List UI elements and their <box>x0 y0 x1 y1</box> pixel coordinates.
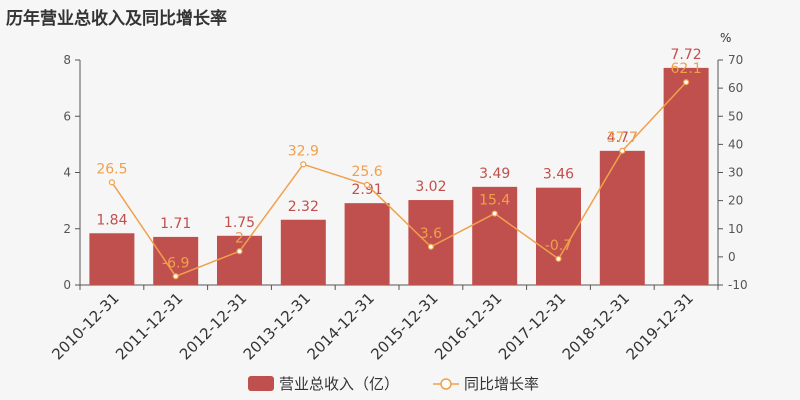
legend-line-label: 同比增长率 <box>464 375 539 393</box>
y-right-unit-label: % <box>720 31 731 45</box>
y-left-tick-label: 6 <box>63 109 71 123</box>
y-right-tick-label: -10 <box>728 278 748 292</box>
legend-bar-swatch <box>248 376 274 391</box>
bar-value-label: 1.75 <box>224 215 255 231</box>
y-left-tick-label: 8 <box>63 53 71 67</box>
bar <box>408 200 454 285</box>
growth-point <box>108 179 116 186</box>
y-left-tick-label: 0 <box>63 278 71 292</box>
growth-point <box>619 147 626 154</box>
growth-point <box>427 243 434 250</box>
growth-point <box>300 161 307 168</box>
bar-value-label: 2.32 <box>288 199 319 215</box>
bar-value-label: 1.71 <box>160 216 191 232</box>
bar-value-label: 2.91 <box>352 182 383 198</box>
growth-line <box>111 81 687 278</box>
growth-point <box>555 255 562 262</box>
growth-value-label: -0.7 <box>545 238 572 254</box>
bar-value-label: 1.84 <box>96 212 127 228</box>
bar <box>89 233 135 285</box>
bar <box>472 186 518 285</box>
bar <box>536 187 581 285</box>
bar-value-label: 7.72 <box>671 47 702 63</box>
growth-point <box>682 79 690 86</box>
bar-value-label: 3.02 <box>415 179 446 195</box>
x-tick-label: 2018-12-31 <box>559 289 633 363</box>
growth-value-label: 32.9 <box>288 143 319 159</box>
growth-value-label: 15.4 <box>479 193 510 209</box>
x-tick-label: 2016-12-31 <box>431 289 505 363</box>
growth-value-label: 26.5 <box>96 161 127 177</box>
y-right-tick-label: 30 <box>728 166 743 180</box>
growth-point <box>364 181 371 188</box>
growth-value-label: 62.1 <box>671 61 702 77</box>
bar-value-label: 3.49 <box>479 166 510 182</box>
growth-value-label: 25.6 <box>352 164 383 180</box>
growth-value-label: 37.7 <box>607 130 638 146</box>
legend-line-marker <box>440 378 452 390</box>
growth-point <box>172 273 179 280</box>
bar <box>344 203 390 285</box>
bar <box>599 150 645 285</box>
growth-point <box>491 210 498 217</box>
x-tick-label: 2013-12-31 <box>240 289 314 363</box>
bar <box>280 219 326 285</box>
x-tick-label: 2010-12-31 <box>48 289 122 363</box>
x-tick-label: 2014-12-31 <box>304 289 378 363</box>
bar <box>663 67 709 285</box>
bar-value-label: 3.46 <box>543 167 574 183</box>
x-tick-label: 2011-12-31 <box>112 289 186 363</box>
growth-value-label: -6.9 <box>162 255 189 271</box>
y-right-tick-label: 10 <box>728 222 743 236</box>
y-right-tick-label: 60 <box>728 81 743 95</box>
y-right-tick-label: 40 <box>728 137 743 151</box>
y-right-tick-label: 20 <box>728 194 743 208</box>
y-left-tick-label: 4 <box>63 166 71 180</box>
growth-value-label: 3.6 <box>420 226 442 242</box>
legend-bar-label: 营业总收入（亿） <box>279 375 399 393</box>
y-right-tick-label: 70 <box>728 53 743 67</box>
growth-value-label: 2 <box>235 230 244 246</box>
x-tick-label: 2017-12-31 <box>495 289 569 363</box>
y-left-tick-label: 2 <box>63 222 71 236</box>
x-tick-label: 2015-12-31 <box>367 289 441 363</box>
bar <box>217 235 262 285</box>
y-right-tick-label: 0 <box>728 250 736 264</box>
x-tick-label: 2019-12-31 <box>623 289 697 363</box>
growth-point <box>236 248 243 255</box>
y-right-tick-label: 50 <box>728 109 743 123</box>
chart-title: 历年营业总收入及同比增长率 <box>6 9 227 29</box>
x-tick-label: 2012-12-31 <box>176 289 250 363</box>
